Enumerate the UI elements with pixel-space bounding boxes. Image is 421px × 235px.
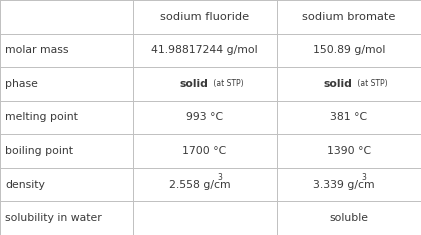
Text: (at STP): (at STP) bbox=[211, 79, 243, 88]
Text: 381 °C: 381 °C bbox=[330, 113, 368, 122]
Text: 3: 3 bbox=[362, 173, 366, 182]
Text: density: density bbox=[5, 180, 45, 190]
Text: molar mass: molar mass bbox=[5, 45, 69, 55]
Text: 41.98817244 g/mol: 41.98817244 g/mol bbox=[151, 45, 258, 55]
Text: melting point: melting point bbox=[5, 113, 78, 122]
Text: 150.89 g/mol: 150.89 g/mol bbox=[313, 45, 385, 55]
Text: phase: phase bbox=[5, 79, 38, 89]
Text: solid: solid bbox=[179, 79, 208, 89]
Text: soluble: soluble bbox=[329, 213, 368, 223]
Text: 993 °C: 993 °C bbox=[186, 113, 223, 122]
Text: sodium bromate: sodium bromate bbox=[302, 12, 395, 22]
Text: 3.339 g/cm: 3.339 g/cm bbox=[313, 180, 375, 190]
Text: (at STP): (at STP) bbox=[355, 79, 388, 88]
Text: 3: 3 bbox=[217, 173, 222, 182]
Text: sodium fluoride: sodium fluoride bbox=[160, 12, 249, 22]
Text: solid: solid bbox=[324, 79, 352, 89]
Text: boiling point: boiling point bbox=[5, 146, 73, 156]
Text: 1390 °C: 1390 °C bbox=[327, 146, 371, 156]
Text: solubility in water: solubility in water bbox=[5, 213, 102, 223]
Text: 1700 °C: 1700 °C bbox=[182, 146, 227, 156]
Text: 2.558 g/cm: 2.558 g/cm bbox=[169, 180, 230, 190]
